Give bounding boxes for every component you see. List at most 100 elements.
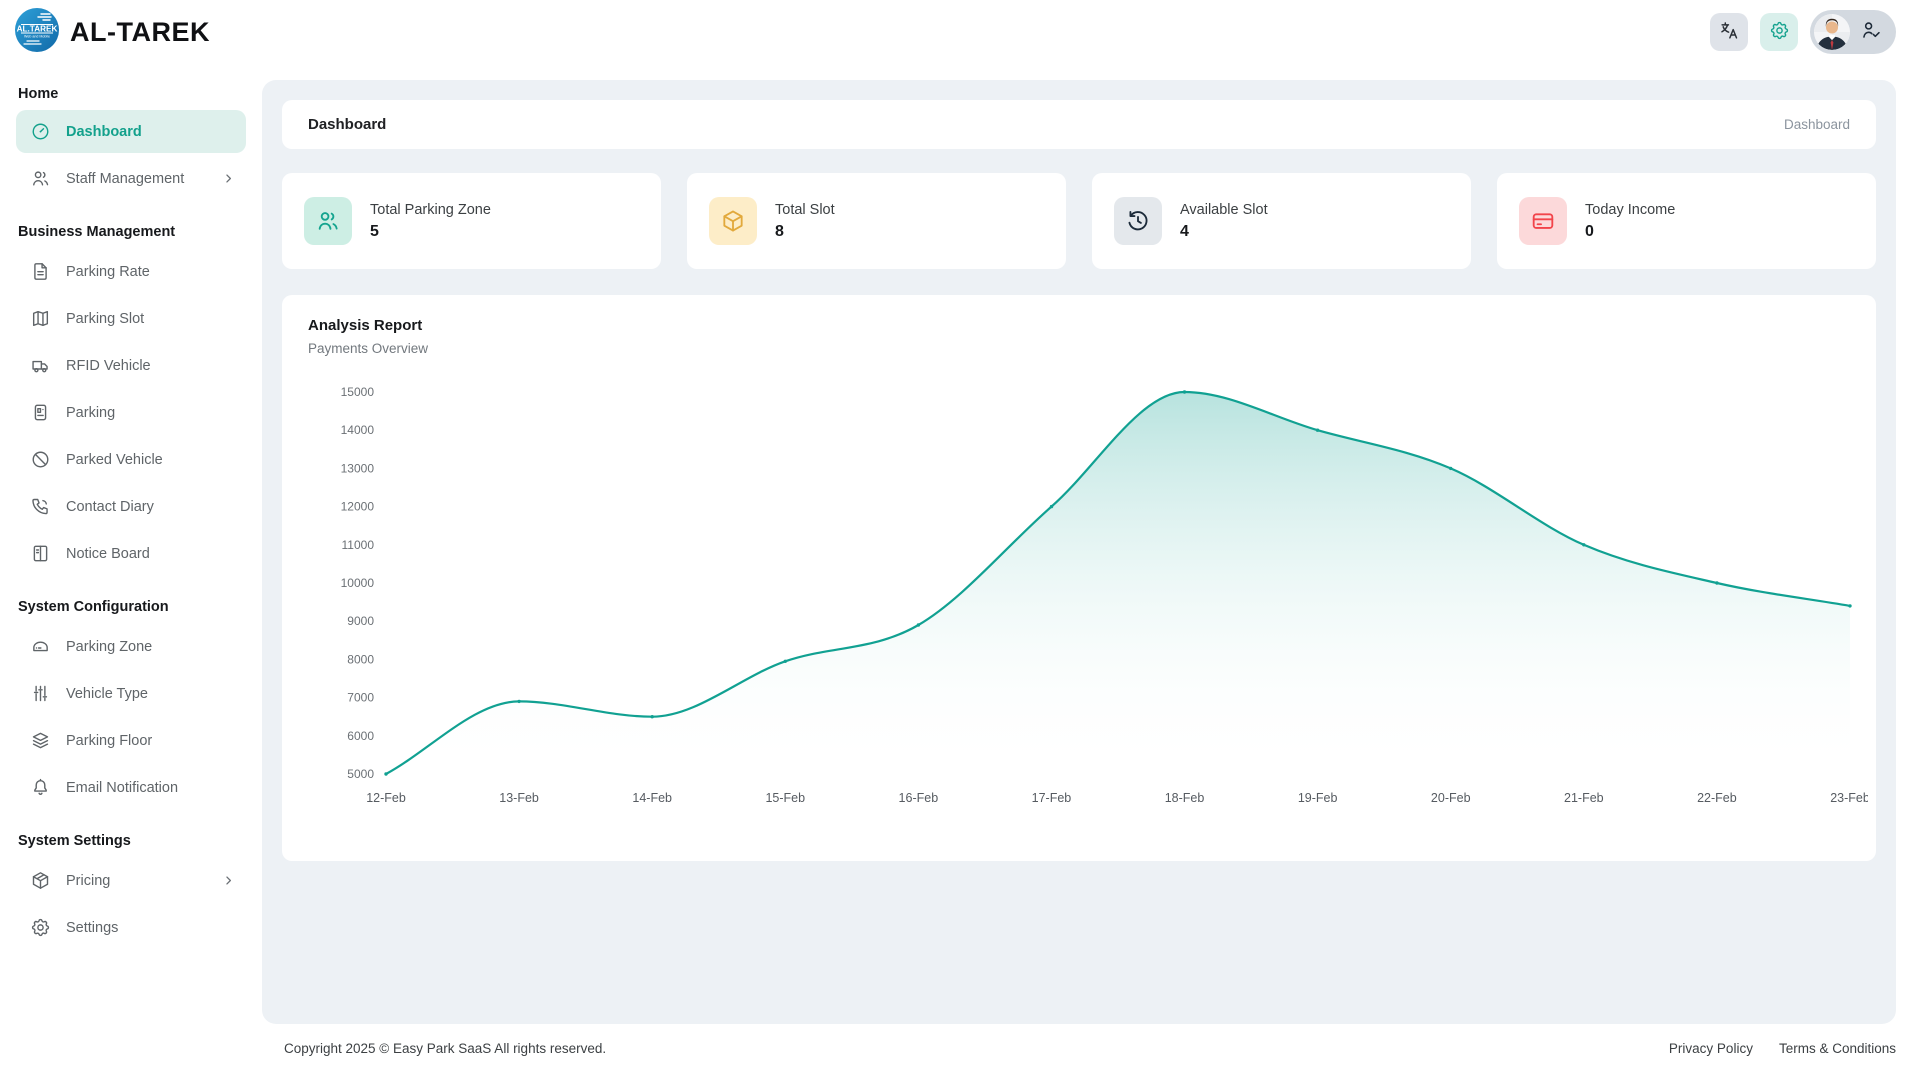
x-axis-label: 23-Feb [1830,791,1868,805]
stat-card-today-income: Today Income 0 [1497,173,1876,269]
chevron-right-icon [221,873,236,888]
x-axis-label: 16-Feb [899,791,939,805]
footer: Copyright 2025 © Easy Park SaaS All righ… [262,1024,1920,1080]
y-axis-tick: 5000 [347,767,374,781]
history-icon [1114,197,1162,245]
sidebar-item-pricing[interactable]: Pricing [16,857,246,904]
sidebar-item-contact-diary[interactable]: Contact Diary [16,483,246,530]
data-point [1449,466,1453,471]
chart-subtitle: Payments Overview [308,341,429,356]
sidebar-item-label: Dashboard [66,123,142,140]
x-axis-label: 17-Feb [1032,791,1072,805]
sidebar-item-label: Parking Zone [66,638,153,655]
x-axis-label: 21-Feb [1564,791,1604,805]
chart-title: Analysis Report [308,317,423,334]
data-point [1715,581,1719,585]
stat-label: Available Slot [1180,201,1268,218]
page-title: Dashboard [308,116,387,133]
stat-value: 5 [370,222,379,240]
sidebar-item-parked-vehicle[interactable]: Parked Vehicle [16,436,246,483]
sidebar-item-parking-zone[interactable]: Parking Zone [16,623,246,670]
breadcrumb[interactable]: Dashboard [1783,117,1850,132]
topbar-actions [1710,10,1896,54]
x-axis-label: 15-Feb [765,791,805,805]
credit-card-icon [1519,197,1567,245]
stat-value: 0 [1585,222,1594,240]
y-axis-tick: 11000 [342,538,375,552]
gear-icon [1769,20,1790,44]
data-point [650,715,654,719]
terms-conditions-link[interactable]: Terms & Conditions [1778,1040,1896,1056]
data-point [916,623,921,627]
layers-icon [30,730,51,751]
privacy-policy-link[interactable]: Privacy Policy [1668,1040,1753,1056]
y-axis-tick: 12000 [341,500,375,514]
data-point [1582,543,1586,547]
user-menu[interactable] [1810,10,1896,54]
sidebar-item-notice-board[interactable]: Notice Board [16,530,246,577]
company-logo-icon: AL.TAREK Web and Mobile [14,7,60,58]
sidebar-item-settings[interactable]: Settings [16,904,246,951]
sidebar-section-home: Home [18,86,59,102]
zone-box-icon [30,636,51,657]
sidebar-item-email-notification[interactable]: Email Notification [16,764,246,811]
data-point [1049,504,1054,509]
sidebar-item-dashboard[interactable]: Dashboard [16,110,246,153]
translate-icon [1719,20,1740,44]
parking-meter-icon [30,402,51,423]
chevron-right-icon [221,171,236,186]
gauge-icon [30,121,51,142]
sidebar-section-system-configuration: System Configuration [18,599,169,615]
sidebar-item-parking-slot[interactable]: Parking Slot [16,295,246,342]
sidebar-item-label: Settings [66,919,119,936]
truck-icon [30,355,51,376]
users-icon [30,168,51,189]
svg-text:Web and Mobile: Web and Mobile [24,34,50,38]
x-axis-label: 22-Feb [1697,791,1737,805]
y-axis-tick: 8000 [347,652,374,666]
sidebar-item-label: Pricing [66,872,111,889]
box-icon [709,197,757,245]
stat-card-total-slot: Total Slot 8 [687,173,1066,269]
settings-quick-button[interactable] [1760,13,1798,51]
copyright-text: Copyright 2025 © Easy Park SaaS All righ… [284,1040,607,1056]
sidebar-item-label: RFID Vehicle [66,357,151,374]
sidebar-item-vehicle-type[interactable]: Vehicle Type [16,670,246,717]
y-axis-tick: 10000 [341,576,375,590]
brand-name: AL-TAREK [70,16,210,47]
svg-text:AL.TAREK: AL.TAREK [17,24,58,33]
file-text-icon [30,261,51,282]
sidebar-item-parking-rate[interactable]: Parking Rate [16,248,246,295]
sidebar-item-label: Parking Rate [66,263,150,280]
sliders-icon [30,683,51,704]
sidebar-item-label: Email Notification [66,779,179,796]
sidebar: Home Dashboard Staff Management Business Ma… [0,64,262,1080]
topbar: AL.TAREK Web and Mobile AL-TAREK [0,0,1920,64]
brand-logo[interactable]: AL.TAREK Web and Mobile AL-TAREK [14,7,210,58]
sidebar-item-staff-management[interactable]: Staff Management [16,155,246,202]
sidebar-item-label: Parking Floor [66,732,153,749]
x-axis-label: 13-Feb [499,791,539,805]
page-header-card: Dashboard Dashboard [282,100,1876,149]
stat-card-available-slot: Available Slot 4 [1092,173,1471,269]
x-axis-label: 20-Feb [1431,791,1471,805]
package-icon [30,870,51,891]
user-avatar [1814,14,1850,50]
language-button[interactable] [1710,13,1748,51]
y-axis-tick: 15000 [341,385,375,399]
stat-card-total-parking-zone: Total Parking Zone 5 [282,173,661,269]
ban-icon [30,449,51,470]
sidebar-item-label: Parking [66,404,116,421]
sidebar-item-parking[interactable]: Parking [16,389,246,436]
stat-label: Total Parking Zone [370,201,491,218]
data-point [1315,428,1320,432]
sidebar-item-parking-floor[interactable]: Parking Floor [16,717,246,764]
stat-value: 8 [775,222,784,240]
sidebar-section-system-settings: System Settings [18,833,131,849]
notice-board-icon [30,543,51,564]
data-point [384,772,388,776]
payments-area-chart: 5000 6000 7000 8000 9000 10000 11000 12000 13000… [308,370,1870,817]
sidebar-item-label: Parking Slot [66,310,145,327]
sidebar-item-rfid-vehicle[interactable]: RFID Vehicle [16,342,246,389]
